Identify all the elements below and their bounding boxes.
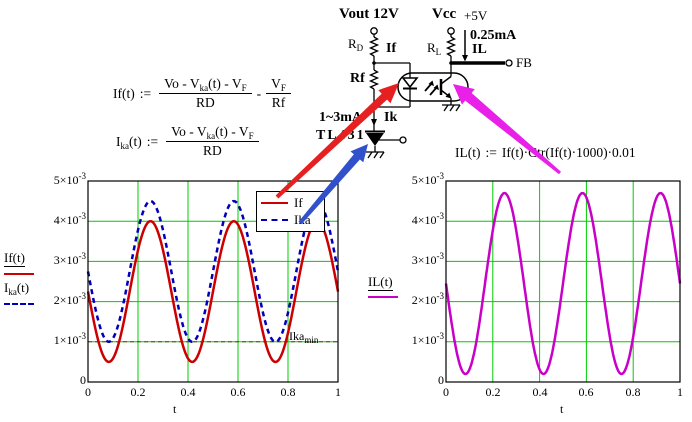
x-tick: 0.6 — [578, 385, 594, 399]
y-tick: 4×10-3 — [411, 211, 444, 228]
rd-label: RD — [348, 36, 364, 53]
y-tick: 4×10-3 — [53, 211, 86, 228]
x-tick: 0.8 — [625, 385, 641, 399]
x-tick: 0.2 — [485, 385, 501, 399]
rl-label: RL — [427, 40, 442, 57]
formula-il[interactable]: IL(t) := If(t)·Ctr(If(t)·1000)·0.01 — [455, 145, 636, 160]
legend-if-line — [261, 202, 288, 205]
curve-IL — [444, 191, 682, 376]
plot-frame — [445, 180, 681, 383]
y-tick-zero: 0 — [80, 373, 86, 387]
il-current-value: 0.25mA — [470, 28, 517, 43]
trace-label-il: IL(t) — [368, 274, 393, 291]
y-tick: 5×10-3 — [411, 171, 444, 188]
x-tick: 1 — [335, 385, 341, 399]
x-tick: 0.6 — [230, 385, 246, 399]
y-tick: 2×10-3 — [53, 291, 86, 308]
curve-If — [86, 219, 340, 364]
vcc-label: Vcc — [432, 6, 457, 22]
y-tick: 1×10-3 — [411, 331, 444, 348]
x-tick: 0.4 — [180, 385, 196, 399]
fraction: VF Rf — [266, 76, 291, 111]
x-tick: 0.8 — [280, 385, 296, 399]
x-tick: 0 — [443, 385, 449, 399]
y-tick: 3×10-3 — [411, 251, 444, 268]
y-tick: 2×10-3 — [411, 291, 444, 308]
vcc-value: +5V — [464, 8, 488, 23]
trace-label-ika: Ika(t) — [4, 280, 30, 297]
fb-label: FB — [516, 55, 532, 70]
fraction: Vo - Vka(t) - VF RD — [159, 76, 252, 111]
y-tick: 3×10-3 — [53, 251, 86, 268]
il-line-sample — [368, 296, 398, 298]
ika-line-sample — [4, 303, 34, 305]
if-line-sample — [4, 273, 34, 275]
ik-range-label: 1~3mA — [319, 110, 363, 125]
legend-entry-ika: Ika — [261, 212, 320, 228]
formula-ika[interactable]: Ika(t) := Vo - Vka(t) - VF RD — [116, 124, 262, 159]
formula-if[interactable]: If(t) := Vo - Vka(t) - VF RD - VF Rf — [113, 76, 294, 111]
trace-label-if: If(t) — [4, 250, 25, 267]
x-tick: 1 — [677, 385, 683, 399]
y-tick: 1×10-3 — [53, 331, 86, 348]
y-tick-zero: 0 — [438, 373, 444, 387]
plot-frame — [87, 180, 339, 383]
legend: If Ika — [256, 191, 325, 232]
legend-ika-line — [261, 218, 288, 221]
x-tick: 0.2 — [130, 385, 146, 399]
curve-Ika — [86, 199, 340, 344]
x-axis-label: t — [560, 402, 564, 416]
rf-label: Rf — [350, 71, 365, 86]
x-axis-label: t — [173, 402, 177, 416]
y-tick: 5×10-3 — [53, 171, 86, 188]
il-current-label: IL — [472, 42, 487, 57]
ikamin-label: Ikamin — [289, 329, 319, 345]
x-tick: 0.4 — [532, 385, 548, 399]
x-tick: 0 — [85, 385, 91, 399]
if-current-label: If — [386, 41, 397, 56]
fraction: Vo - Vka(t) - VF RD — [166, 124, 259, 159]
tl431-label: TL431 — [316, 128, 366, 143]
vout-label: Vout 12V — [339, 6, 399, 22]
ik-label: Ik — [384, 110, 398, 125]
legend-entry-if: If — [261, 195, 320, 211]
